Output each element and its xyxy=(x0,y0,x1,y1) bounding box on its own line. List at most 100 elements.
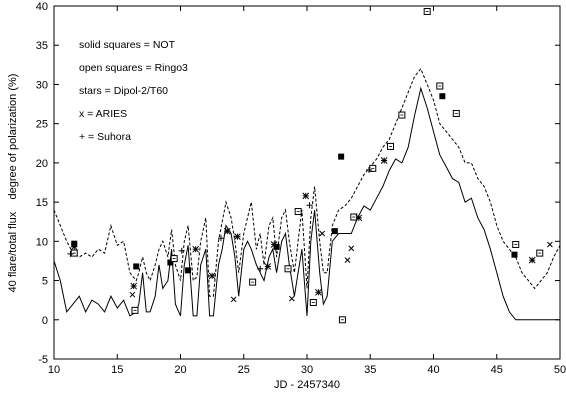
y-tick-label: 10 xyxy=(36,236,48,248)
open-square-marker xyxy=(436,82,444,90)
x-stroke xyxy=(288,295,295,302)
star-marker xyxy=(302,192,310,200)
star-marker xyxy=(130,282,138,290)
star-marker xyxy=(208,272,216,280)
star-marker xyxy=(270,241,278,248)
open-square-marker xyxy=(398,111,406,119)
legend: solid squares = NOT open squares = Ringo3… xyxy=(79,39,188,143)
x-marker xyxy=(344,257,351,264)
x-marker xyxy=(319,230,326,237)
x-marker xyxy=(288,295,295,302)
x-tick-label: 35 xyxy=(364,364,376,376)
x-stroke xyxy=(230,296,237,303)
y-tick-label: -5 xyxy=(38,354,48,366)
x-tick-label: 40 xyxy=(427,364,439,376)
star-marker xyxy=(264,263,272,270)
open-square-marker xyxy=(423,7,431,15)
series-lines xyxy=(53,67,561,321)
star-stroke xyxy=(223,227,231,235)
x-axis-label: JD - 2457340 xyxy=(274,379,340,391)
y-tick-label: 35 xyxy=(36,40,48,52)
open-square-marker xyxy=(170,255,178,263)
open-square-marker xyxy=(512,240,520,248)
y-tick-label: 20 xyxy=(36,158,48,170)
star-stroke xyxy=(380,157,388,164)
plus-marker xyxy=(306,202,313,209)
solid-square-marker xyxy=(331,228,338,235)
open-square-marker xyxy=(452,109,460,117)
star-marker xyxy=(528,256,536,264)
x-tick-label: 50 xyxy=(554,364,566,376)
solid-square-marker xyxy=(71,240,78,247)
star-stroke xyxy=(192,245,200,253)
open-square-marker xyxy=(309,299,317,307)
star-stroke xyxy=(302,192,310,200)
open-square-marker xyxy=(350,213,358,221)
plot-frame xyxy=(53,5,561,360)
legend-entry: x = ARIES xyxy=(79,108,127,120)
star-marker xyxy=(380,157,388,164)
star-marker xyxy=(315,288,322,296)
x-stroke xyxy=(319,230,326,237)
x-tick-label: 30 xyxy=(301,364,313,376)
solid-square-marker xyxy=(167,259,174,266)
solid-square-marker xyxy=(185,267,192,274)
open-square-marker xyxy=(536,249,544,257)
x-tick-label: 20 xyxy=(174,364,186,376)
solid-square-marker xyxy=(511,251,518,258)
x-marker xyxy=(348,245,355,252)
x-stroke xyxy=(348,245,355,252)
plus-marker xyxy=(365,166,372,173)
star-stroke xyxy=(264,263,272,270)
open-square-marker xyxy=(70,249,78,257)
y-tick-label: 40 xyxy=(36,1,48,13)
star-stroke xyxy=(270,241,278,248)
plus-marker xyxy=(67,250,74,257)
open-square-marker xyxy=(338,316,346,324)
star-stroke xyxy=(234,233,241,240)
star-stroke xyxy=(528,256,536,264)
x-stroke xyxy=(547,241,553,248)
axis-tick-labels: 10 15 20 25 30 35 40 45 50 -5 0 5 10 15 20 25 30 35 40 xyxy=(36,1,566,376)
y-tick-label: 30 xyxy=(36,79,48,91)
x-tick-label: 25 xyxy=(238,364,250,376)
x-marker xyxy=(129,291,136,298)
data-markers xyxy=(67,7,553,324)
star-stroke xyxy=(130,282,138,290)
star-marker xyxy=(355,214,363,222)
x-marker xyxy=(547,241,553,248)
y-axis-label: 40 flare/total flux degree of polarizati… xyxy=(7,74,19,293)
solid-square-marker xyxy=(133,263,140,270)
star-stroke xyxy=(315,288,322,296)
legend-entry: open squares = Ringo3 xyxy=(79,62,188,74)
open-square-marker xyxy=(131,306,139,314)
x-tick-label: 10 xyxy=(48,364,60,376)
x-tick-label: 15 xyxy=(111,364,123,376)
x-tick-label: 45 xyxy=(491,364,503,376)
y-tick-label: 25 xyxy=(36,119,48,131)
star-marker xyxy=(234,233,241,240)
y-tick-label: 0 xyxy=(42,315,48,327)
open-square-marker xyxy=(294,208,302,216)
legend-entry: solid squares = NOT xyxy=(79,39,176,51)
star-stroke xyxy=(70,243,78,251)
star-marker xyxy=(192,245,200,253)
solid-series-line xyxy=(53,86,560,321)
x-stroke xyxy=(129,291,136,298)
star-stroke xyxy=(208,272,216,280)
solid-square-marker xyxy=(338,153,345,160)
y-tick-label: 5 xyxy=(42,276,48,288)
legend-entry: + = Suhora xyxy=(79,131,131,143)
open-square-marker xyxy=(284,265,292,273)
legend-entry: stars = Dipol-2/T60 xyxy=(79,85,168,97)
open-square-marker xyxy=(369,164,377,172)
x-marker xyxy=(230,296,237,303)
star-stroke xyxy=(355,214,363,222)
dashed-series-line xyxy=(53,67,561,297)
x-stroke xyxy=(344,257,351,264)
plus-marker xyxy=(257,265,264,272)
solid-square-marker xyxy=(439,93,446,100)
plus-marker xyxy=(217,235,224,242)
plus-marker xyxy=(178,247,185,254)
